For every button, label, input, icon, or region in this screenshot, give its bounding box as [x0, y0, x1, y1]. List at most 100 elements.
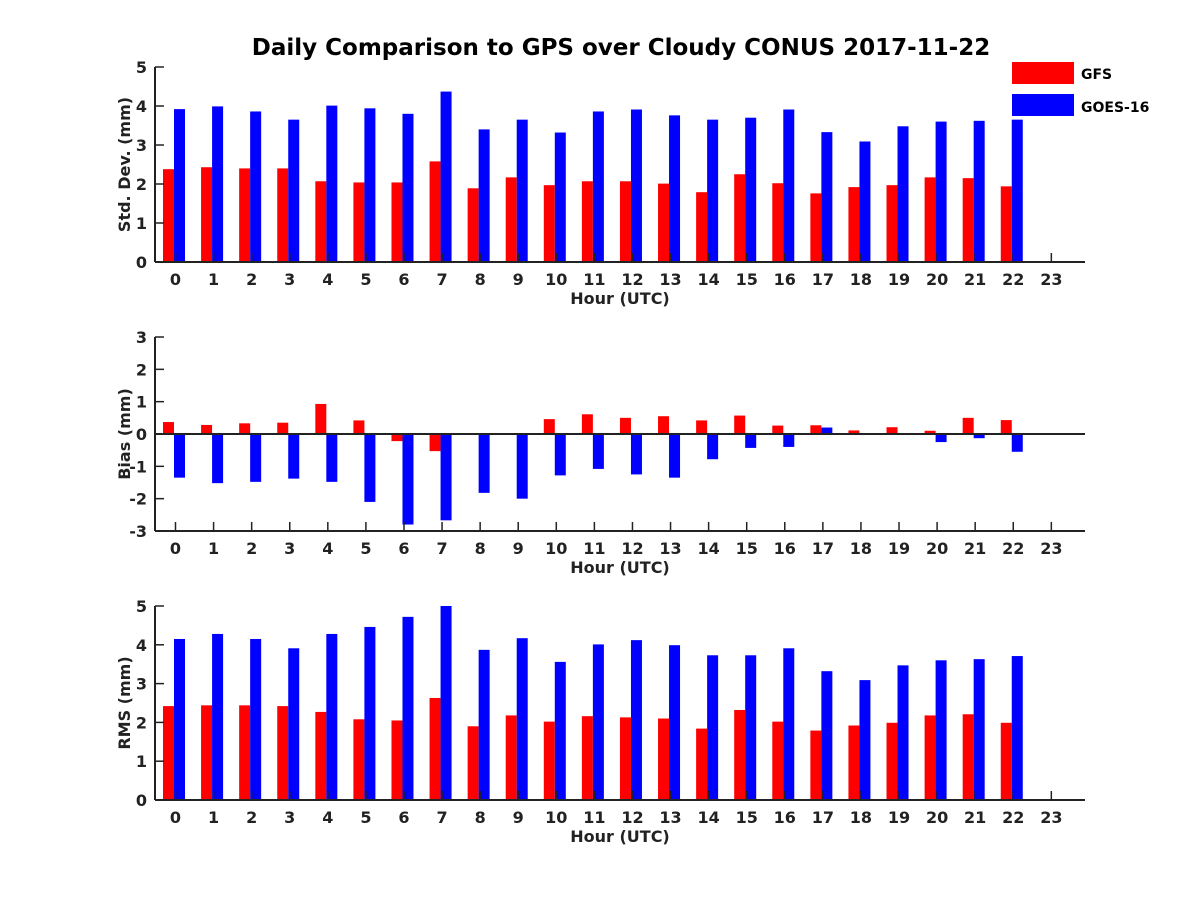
rms-bar-goes16-21	[973, 659, 985, 800]
rms-bar-gfs-7	[429, 697, 441, 800]
std-dev-x-tick-label: 18	[850, 270, 872, 289]
std-dev-bar-gfs-14	[696, 192, 708, 262]
std-dev-bar-goes16-14	[707, 119, 719, 263]
std-dev-x-tick-label: 3	[284, 270, 295, 289]
bias-x-tick-label: 17	[812, 539, 834, 558]
std-dev-bar-goes16-9	[516, 119, 528, 263]
std-dev-x-tick-label: 14	[697, 270, 719, 289]
rms-x-tick-label: 6	[398, 808, 409, 827]
std-dev-bar-gfs-7	[429, 161, 441, 262]
std-dev-bar-gfs-10	[543, 185, 555, 262]
std-dev-bar-gfs-17	[810, 193, 822, 262]
bias-y-axis-label: Bias (mm)	[115, 388, 134, 480]
std-dev-bar-goes16-3	[288, 119, 300, 263]
rms-bar-goes16-11	[592, 644, 604, 800]
std-dev-bar-gfs-16	[772, 183, 784, 262]
bias-bar-gfs-13	[658, 416, 670, 434]
rms-bar-goes16-12	[630, 640, 642, 800]
bias-x-tick-label: 19	[888, 539, 910, 558]
rms-bar-goes16-2	[250, 638, 262, 800]
std-dev-y-tick-label: 0	[136, 253, 147, 272]
rms-x-tick-label: 1	[208, 808, 219, 827]
rms-bar-gfs-0	[163, 706, 174, 800]
rms-y-tick-label: 4	[136, 636, 147, 655]
rms-bar-goes16-4	[326, 633, 338, 800]
rms-bar-gfs-18	[848, 725, 860, 800]
bias-bar-gfs-4	[315, 403, 327, 434]
bias-bar-goes16-17	[821, 427, 833, 434]
std-dev-bar-gfs-5	[353, 182, 365, 262]
rms-bar-gfs-19	[886, 722, 898, 800]
std-dev-x-axis-label: Hour (UTC)	[570, 289, 670, 308]
rms-bar-gfs-13	[658, 718, 670, 800]
std-dev-x-tick-label: 2	[246, 270, 257, 289]
std-dev-bar-gfs-20	[924, 177, 936, 262]
bias-bar-gfs-22	[1000, 420, 1012, 434]
bias-x-tick-label: 14	[697, 539, 719, 558]
std-dev-bar-goes16-0	[174, 109, 185, 263]
std-dev-bar-goes16-15	[745, 117, 757, 262]
rms-y-tick-label: 3	[136, 675, 147, 694]
rms-bar-goes16-7	[440, 606, 452, 800]
std-dev-bar-gfs-3	[277, 168, 289, 262]
std-dev-bar-goes16-4	[326, 105, 338, 262]
rms-bar-gfs-2	[239, 705, 251, 800]
std-dev-y-tick-label: 1	[136, 214, 147, 233]
bias-bar-gfs-3	[277, 422, 289, 434]
bias-bar-gfs-18	[848, 430, 860, 434]
std-dev-bar-gfs-12	[619, 181, 631, 262]
bias-bar-gfs-7	[429, 434, 441, 452]
rms-bar-gfs-8	[467, 726, 479, 800]
bias-bar-goes16-4	[326, 434, 338, 482]
bias-y-tick-label: 2	[136, 360, 147, 379]
bias-bar-goes16-11	[592, 434, 604, 469]
std-dev-bar-goes16-20	[935, 121, 947, 262]
bias-bar-goes16-3	[288, 434, 300, 479]
bias-x-tick-label: 8	[475, 539, 486, 558]
rms-bar-gfs-17	[810, 730, 822, 800]
std-dev-bar-gfs-1	[201, 167, 213, 262]
std-dev-x-tick-label: 1	[208, 270, 219, 289]
bias-x-tick-label: 20	[926, 539, 948, 558]
bias-bar-gfs-5	[353, 420, 365, 434]
bias-y-tick-label: 1	[136, 393, 147, 412]
std-dev-bar-goes16-18	[859, 141, 871, 262]
rms-x-tick-label: 12	[621, 808, 643, 827]
bias-bar-gfs-10	[543, 419, 555, 434]
std-dev-bar-gfs-8	[467, 188, 479, 262]
rms-bar-gfs-15	[734, 709, 746, 800]
std-dev-bar-goes16-12	[630, 109, 642, 262]
std-dev-x-tick-label: 20	[926, 270, 948, 289]
bias-bar-goes16-8	[478, 434, 490, 493]
std-dev-bar-goes16-7	[440, 91, 452, 262]
rms-bar-goes16-14	[707, 655, 719, 800]
bias-y-tick-label: -1	[129, 457, 147, 476]
std-dev-y-tick-label: 5	[136, 58, 147, 77]
bias-x-tick-label: 10	[545, 539, 567, 558]
bias-bar-goes16-10	[554, 434, 566, 476]
bias-bar-gfs-17	[810, 425, 822, 434]
rms-bar-gfs-14	[696, 728, 708, 800]
bias-y-tick-label: 3	[136, 328, 147, 347]
bias-bar-gfs-14	[696, 420, 708, 434]
bias-x-tick-label: 0	[170, 539, 181, 558]
rms-bar-goes16-20	[935, 660, 947, 800]
rms-y-tick-label: 5	[136, 597, 147, 616]
bias-x-tick-label: 6	[398, 539, 409, 558]
rms-y-tick-label: 1	[136, 752, 147, 771]
std-dev-x-tick-label: 16	[774, 270, 796, 289]
rms-x-tick-label: 18	[850, 808, 872, 827]
rms-x-tick-label: 7	[436, 808, 447, 827]
rms-bar-goes16-17	[821, 671, 833, 800]
rms-bar-gfs-20	[924, 715, 936, 800]
legend-swatch-gfs	[1012, 62, 1074, 84]
std-dev-x-tick-label: 19	[888, 270, 910, 289]
rms-bar-goes16-9	[516, 638, 528, 800]
bias-x-tick-label: 12	[621, 539, 643, 558]
bias-bar-goes16-13	[669, 434, 681, 478]
rms-bar-gfs-5	[353, 719, 365, 800]
rms-x-tick-label: 13	[659, 808, 681, 827]
bias-bar-gfs-2	[239, 423, 251, 434]
